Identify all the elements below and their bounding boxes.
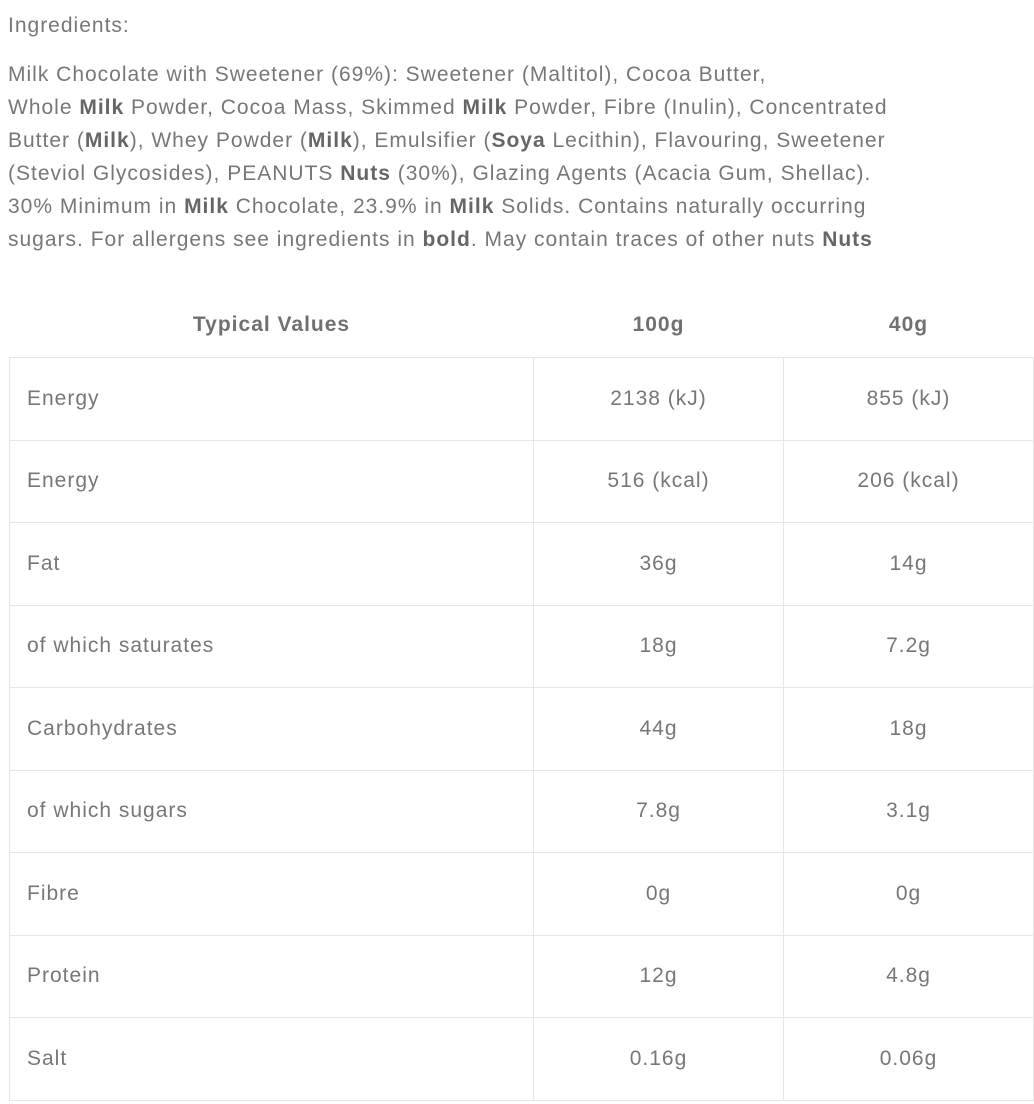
table-row: Fat 36g 14g: [9, 522, 1034, 606]
nutrient-name: of which saturates: [9, 604, 534, 688]
ingredients-text: Milk Chocolate with Sweetener (69%): Swe…: [8, 58, 888, 256]
allergen-text: bold: [422, 228, 471, 251]
allergen-text: Soya: [491, 129, 546, 152]
nutrient-name: of which sugars: [9, 769, 534, 853]
allergen-text: Milk: [84, 129, 130, 152]
ingredient-text: Butter (: [8, 129, 85, 152]
value-100g: 36g: [533, 522, 784, 606]
nutrient-name: Energy: [9, 439, 534, 523]
value-40g: 14g: [783, 522, 1034, 606]
value-40g: 855 (kJ): [783, 357, 1034, 441]
ingredient-text: (Steviol Glycosides), PEANUTS: [8, 162, 341, 185]
allergen-text: Nuts: [340, 162, 391, 185]
ingredient-text: Whole: [8, 96, 80, 119]
table-header-row: Typical Values 100g 40g: [10, 293, 1034, 358]
table-row: Energy 2138 (kJ) 855 (kJ): [9, 357, 1034, 441]
nutrition-table: Typical Values 100g 40g Energy 2138 (kJ) 8…: [9, 293, 1034, 1101]
ingredient-text: ), Emulsifier (: [352, 129, 492, 152]
value-100g: 516 (kcal): [533, 439, 784, 523]
allergen-text: Milk: [184, 195, 229, 218]
value-40g: 4.8g: [783, 934, 1034, 1018]
ingredient-text: Powder, Cocoa Mass, Skimmed: [124, 96, 463, 119]
table-row: Salt 0.16g 0.06g: [9, 1017, 1034, 1101]
table-row: of which sugars 7.8g 3.1g: [9, 769, 1034, 853]
allergen-text: Milk: [449, 195, 495, 218]
ingredient-text: Chocolate, 23.9% in: [228, 195, 450, 218]
allergen-text: Milk: [79, 96, 125, 119]
header-40g: 40g: [888, 313, 929, 336]
allergen-text: Nuts: [822, 228, 873, 251]
ingredient-text: Lecithin), Flavouring, Sweetener: [545, 129, 886, 152]
value-100g: 0g: [533, 852, 784, 936]
ingredient-text: (30%), Glazing Agents (Acacia Gum, Shell…: [390, 162, 872, 185]
ingredients-line: Butter (Milk), Whey Powder (Milk), Emuls…: [8, 124, 888, 157]
nutrient-name: Protein: [9, 934, 534, 1018]
ingredient-text: Powder, Fibre (Inulin), Concentrated: [507, 96, 888, 119]
ingredients-line: Whole Milk Powder, Cocoa Mass, Skimmed M…: [8, 91, 888, 124]
value-100g: 2138 (kJ): [533, 357, 784, 441]
value-40g: 0g: [783, 852, 1034, 936]
value-100g: 7.8g: [533, 769, 784, 853]
allergen-text: Milk: [462, 96, 508, 119]
nutrient-name: Fibre: [9, 852, 534, 936]
ingredient-text: ), Whey Powder (: [129, 129, 308, 152]
value-40g: 18g: [783, 687, 1034, 771]
header-typical-values: Typical Values: [192, 313, 351, 336]
allergen-text: Milk: [307, 129, 353, 152]
table-row: Protein 12g 4.8g: [9, 934, 1034, 1018]
ingredient-text: Solids. Contains naturally occurring: [494, 195, 867, 218]
ingredient-text: 30% Minimum in: [8, 195, 185, 218]
ingredients-line: 30% Minimum in Milk Chocolate, 23.9% in …: [8, 190, 888, 223]
value-40g: 3.1g: [783, 769, 1034, 853]
ingredient-text: sugars. For allergens see ingredients in: [8, 228, 423, 251]
value-40g: 206 (kcal): [783, 439, 1034, 523]
value-100g: 18g: [533, 604, 784, 688]
nutrient-name: Salt: [9, 1017, 534, 1101]
value-40g: 7.2g: [783, 604, 1034, 688]
ingredients-line: (Steviol Glycosides), PEANUTS Nuts (30%)…: [8, 157, 888, 190]
value-100g: 12g: [533, 934, 784, 1018]
nutrient-name: Energy: [9, 357, 534, 441]
table-row: Energy 516 (kcal) 206 (kcal): [9, 439, 1034, 523]
ingredient-text: Milk Chocolate with Sweetener (69%): Swe…: [8, 63, 767, 86]
table-row: Carbohydrates 44g 18g: [9, 687, 1034, 771]
value-40g: 0.06g: [783, 1017, 1034, 1101]
ingredients-line: Milk Chocolate with Sweetener (69%): Swe…: [8, 58, 888, 91]
nutrient-name: Carbohydrates: [9, 687, 534, 771]
ingredient-text: . May contain traces of other nuts: [470, 228, 823, 251]
table-row: of which saturates 18g 7.2g: [9, 604, 1034, 688]
ingredients-heading: Ingredients:: [8, 14, 130, 37]
value-100g: 0.16g: [533, 1017, 784, 1101]
table-row: Fibre 0g 0g: [9, 852, 1034, 936]
ingredients-line: sugars. For allergens see ingredients in…: [8, 223, 888, 256]
header-100g: 100g: [632, 313, 685, 336]
nutrient-name: Fat: [9, 522, 534, 606]
value-100g: 44g: [533, 687, 784, 771]
